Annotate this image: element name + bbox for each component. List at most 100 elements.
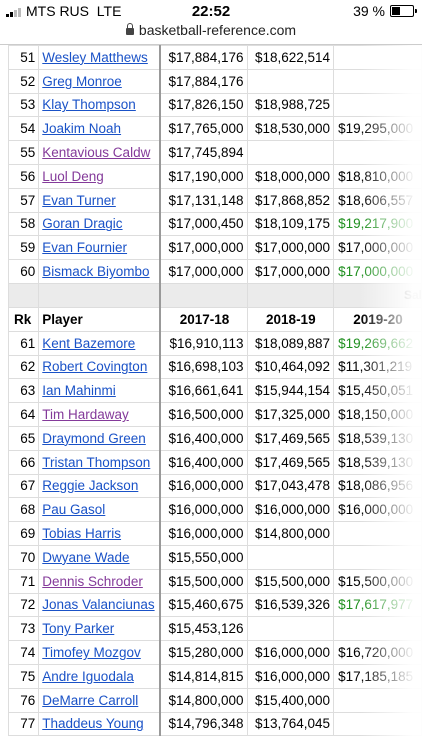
player-cell: Robert Covington bbox=[38, 354, 162, 380]
salary-year2-cell: $14,800,000 bbox=[246, 521, 335, 546]
table-row: 54 Joakim Noah $17,765,000 $18,530,000 $19,2… bbox=[7, 116, 422, 142]
player-cell: Bismack Biyombo bbox=[38, 259, 162, 284]
salary-year1-cell: $17,190,000 bbox=[159, 163, 248, 189]
player-link[interactable]: Jonas Valanciunas bbox=[42, 597, 155, 613]
url-text[interactable]: basketball-reference.com bbox=[138, 22, 297, 38]
battery-percent: 39 % bbox=[353, 3, 385, 19]
player-link[interactable]: Luol Deng bbox=[42, 168, 104, 184]
salary-year2-cell: $18,622,514 bbox=[246, 45, 335, 70]
player-link[interactable]: Robert Covington bbox=[42, 359, 148, 375]
player-link[interactable]: Draymond Green bbox=[42, 430, 146, 446]
table-row: 65 Draymond Green $16,400,000 $17,469,565 $1… bbox=[7, 425, 422, 451]
player-link[interactable]: Tony Parker bbox=[42, 621, 115, 637]
player-link[interactable]: Thaddeus Young bbox=[42, 716, 144, 732]
player-cell: Pau Gasol bbox=[38, 497, 162, 523]
salary-year3-cell: $18,606,557 bbox=[333, 187, 422, 213]
column-header-row: Rk Player 2017-18 2018-19 2019-20 bbox=[7, 306, 422, 332]
rank-cell: 64 bbox=[7, 402, 40, 427]
salary-year2-cell: $18,988,725 bbox=[246, 92, 335, 118]
player-cell: Kent Bazemore bbox=[38, 330, 162, 356]
salary-year3-cell: $16,720,000 bbox=[333, 640, 422, 665]
salary-year2-cell bbox=[246, 140, 335, 165]
salary-year3-cell: $18,150,000 bbox=[333, 402, 422, 427]
salary-year2-cell: $16,000,000 bbox=[246, 663, 335, 689]
salary-year3-cell: $18,810,000 bbox=[333, 163, 422, 189]
rk-header[interactable]: Rk bbox=[7, 306, 40, 332]
salary-year3-cell: $11,301,219 bbox=[333, 354, 422, 380]
year1-header[interactable]: 2017-18 bbox=[159, 306, 248, 332]
salary-year3-cell bbox=[333, 140, 422, 165]
rank-cell: 56 bbox=[7, 163, 40, 189]
group-header-row: Sal bbox=[7, 282, 422, 308]
player-link[interactable]: Tim Hardaway bbox=[42, 407, 129, 423]
player-link[interactable]: Andre Iguodala bbox=[42, 668, 134, 684]
address-bar[interactable]: basketball-reference.com bbox=[0, 22, 422, 40]
player-link[interactable]: Joakim Noah bbox=[42, 121, 122, 137]
salary-year1-cell: $16,000,000 bbox=[159, 497, 248, 523]
player-link[interactable]: Reggie Jackson bbox=[42, 478, 139, 494]
player-link[interactable]: Ian Mahinmi bbox=[42, 383, 116, 399]
player-link[interactable]: Kentavious Caldw bbox=[42, 145, 151, 161]
player-link[interactable]: Greg Monroe bbox=[42, 73, 122, 89]
player-link[interactable]: Goran Dragic bbox=[42, 216, 123, 232]
salary-year3-cell: $15,500,000 bbox=[333, 568, 422, 594]
group-cell-y2 bbox=[246, 282, 335, 308]
player-link[interactable]: Tristan Thompson bbox=[42, 454, 151, 470]
year3-header[interactable]: 2019-20 bbox=[333, 306, 422, 332]
player-link[interactable]: Evan Fournier bbox=[42, 240, 128, 256]
player-cell: Tristan Thompson bbox=[38, 449, 162, 475]
player-cell: Andre Iguodala bbox=[38, 663, 162, 689]
player-link[interactable]: Bismack Biyombo bbox=[42, 264, 150, 280]
salary-year3-cell: $17,000,000 bbox=[333, 235, 422, 261]
player-link[interactable]: Timofey Mozgov bbox=[42, 645, 141, 661]
rank-cell: 51 bbox=[7, 45, 40, 70]
salary-year1-cell: $17,131,148 bbox=[159, 187, 248, 213]
player-link[interactable]: Wesley Matthews bbox=[42, 49, 148, 65]
salary-year2-cell: $16,539,326 bbox=[246, 592, 335, 618]
salary-year1-cell: $16,500,000 bbox=[159, 402, 248, 427]
player-cell: Joakim Noah bbox=[38, 116, 162, 142]
table-row: 77 Thaddeus Young $14,796,348 $13,764,045 bbox=[7, 711, 422, 737]
player-cell: Thaddeus Young bbox=[38, 711, 162, 737]
player-header[interactable]: Player bbox=[38, 306, 162, 332]
rank-cell: 67 bbox=[7, 473, 40, 499]
salary-group-label: Sal bbox=[403, 288, 422, 303]
rank-cell: 58 bbox=[7, 211, 40, 237]
table-row: 55 Kentavious Caldw $17,745,894 bbox=[7, 140, 422, 165]
salary-year3-cell bbox=[333, 521, 422, 546]
salary-year2-cell: $17,868,852 bbox=[246, 187, 335, 213]
player-cell: Evan Fournier bbox=[38, 235, 162, 261]
salary-year2-cell bbox=[246, 616, 335, 642]
rank-cell: 69 bbox=[7, 521, 40, 546]
status-left: MTS RUS LTE bbox=[6, 3, 121, 19]
network-type: LTE bbox=[96, 3, 122, 19]
player-link[interactable]: Klay Thompson bbox=[42, 97, 136, 113]
player-link[interactable]: Tobias Harris bbox=[42, 526, 122, 542]
table-row: 52 Greg Monroe $17,884,176 bbox=[7, 68, 422, 94]
salary-year2-cell: $15,400,000 bbox=[246, 687, 335, 713]
player-cell: Dwyane Wade bbox=[38, 544, 162, 570]
player-cell: Timofey Mozgov bbox=[38, 640, 162, 665]
player-cell: Wesley Matthews bbox=[38, 45, 162, 70]
rank-cell: 76 bbox=[7, 687, 40, 713]
player-link[interactable]: Kent Bazemore bbox=[42, 335, 136, 351]
player-cell: Klay Thompson bbox=[38, 92, 162, 118]
rank-cell: 53 bbox=[7, 92, 40, 118]
salary-year3-cell: $18,086,956 bbox=[333, 473, 422, 499]
year2-header[interactable]: 2018-19 bbox=[246, 306, 335, 332]
signal-icon bbox=[6, 6, 21, 17]
table-row: 57 Evan Turner $17,131,148 $17,868,852 $18,6… bbox=[7, 187, 422, 213]
salary-year2-cell: $17,325,000 bbox=[246, 402, 335, 427]
player-link[interactable]: Dwyane Wade bbox=[42, 549, 130, 565]
player-link[interactable]: Pau Gasol bbox=[42, 502, 106, 518]
salary-year2-cell: $17,000,000 bbox=[246, 259, 335, 284]
salary-year2-cell: $18,000,000 bbox=[246, 163, 335, 189]
rank-cell: 75 bbox=[7, 663, 40, 689]
player-link[interactable]: Evan Turner bbox=[42, 192, 116, 208]
rank-cell: 68 bbox=[7, 497, 40, 523]
player-cell: DeMarre Carroll bbox=[38, 687, 162, 713]
salary-table-container[interactable]: 51 Wesley Matthews $17,884,176 $18,622,514 5… bbox=[0, 44, 422, 751]
player-link[interactable]: DeMarre Carroll bbox=[42, 692, 139, 708]
player-link[interactable]: Dennis Schroder bbox=[42, 573, 143, 589]
salary-year1-cell: $16,910,113 bbox=[159, 330, 248, 356]
